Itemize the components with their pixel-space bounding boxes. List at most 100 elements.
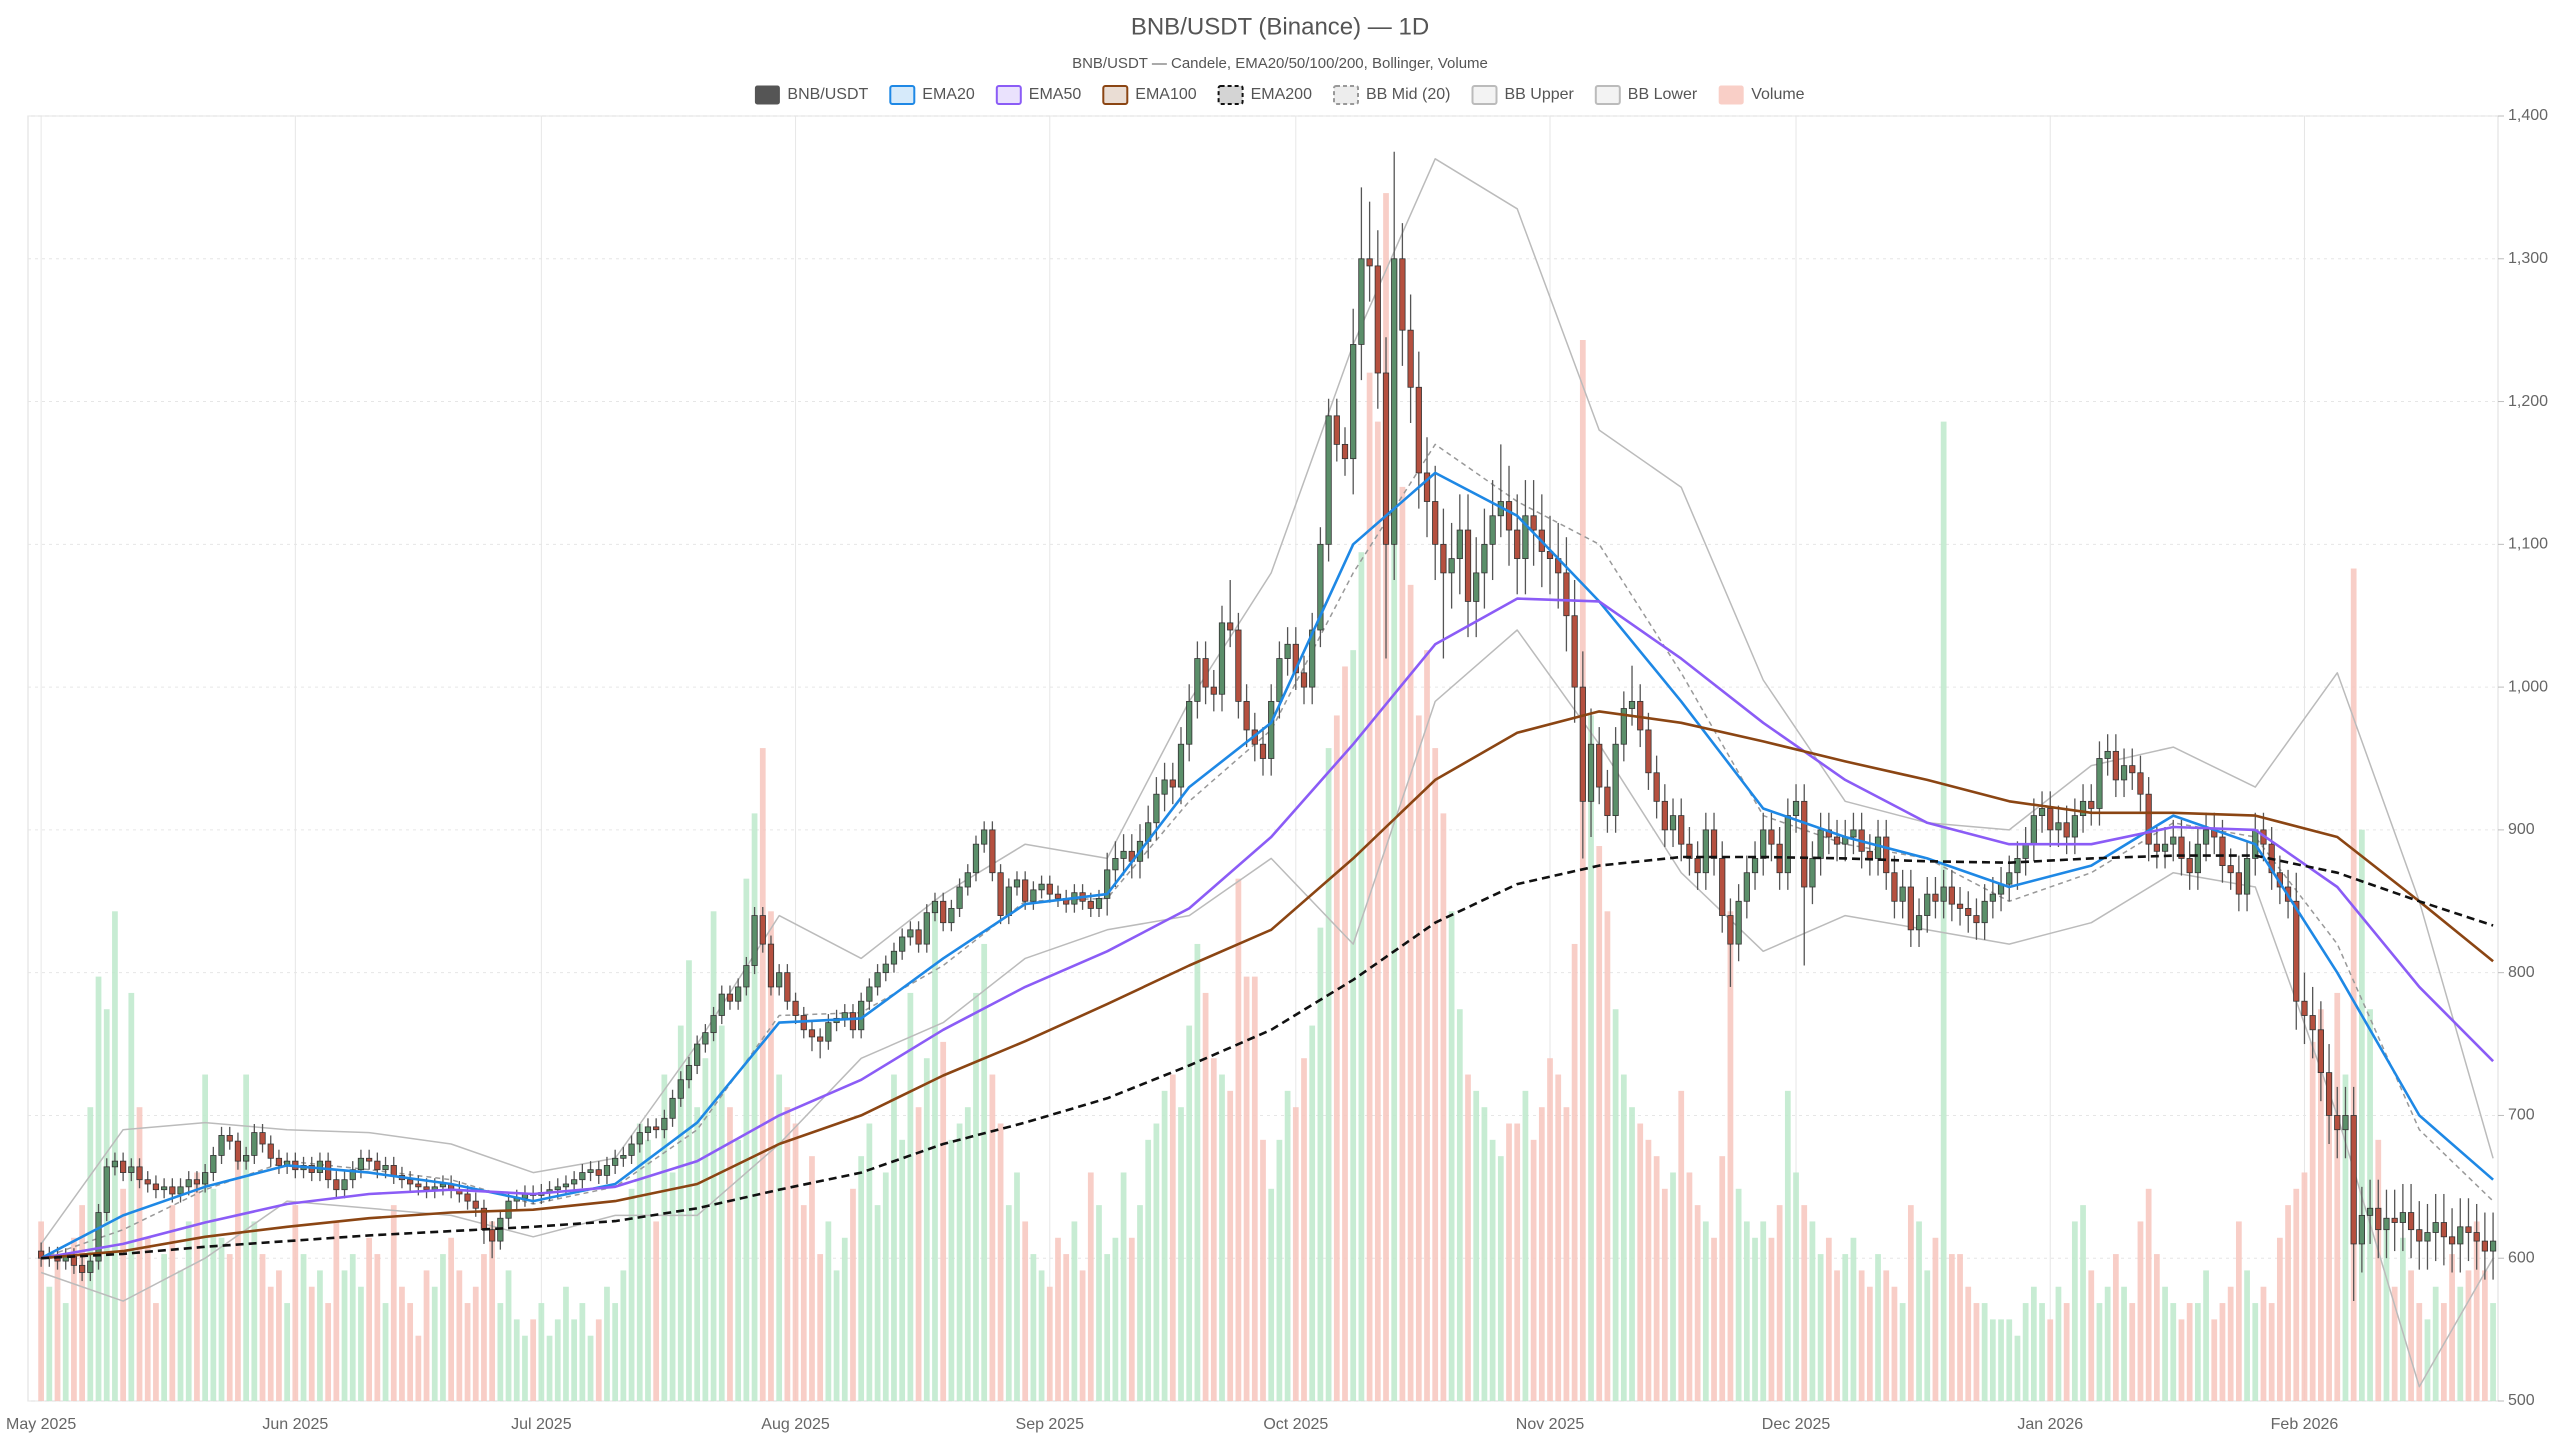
candle-body <box>2194 843 2201 874</box>
candle-body <box>1374 265 1381 374</box>
volume-bar <box>2104 1286 2111 1401</box>
volume-bar <box>2203 1270 2209 1401</box>
legend-label: BNB/USDT <box>787 86 868 103</box>
volume-bar <box>1711 1237 1717 1401</box>
volume-bar <box>2063 1303 2070 1401</box>
volume-bar <box>2375 1139 2382 1401</box>
candle-body <box>2145 793 2152 845</box>
volume-bar <box>259 1254 266 1401</box>
candle-body <box>792 1000 799 1016</box>
candle-body <box>2489 1240 2497 1252</box>
volume-bar <box>1227 1090 1234 1401</box>
candle-body <box>1710 829 1718 859</box>
volume-bar <box>1489 1139 1496 1401</box>
x-tick-label: Jan 2026 <box>2017 1416 2083 1433</box>
volume-bar <box>1891 1286 1898 1401</box>
candle-body <box>464 1193 471 1202</box>
volume-bar <box>1612 1009 1619 1401</box>
volume-bar <box>604 1286 610 1401</box>
volume-bar <box>1350 650 1357 1401</box>
candle-body <box>2063 822 2070 838</box>
volume-bar <box>431 1286 438 1401</box>
candle-body <box>710 1015 717 1034</box>
volume-bar <box>1604 911 1611 1401</box>
volume-bar <box>1210 1058 1217 1401</box>
y-tick-label: 700 <box>2508 1107 2535 1124</box>
volume-bar <box>1661 1188 1668 1401</box>
candle-body <box>2202 829 2210 845</box>
volume-bar <box>1743 1221 1750 1401</box>
volume-bar <box>2022 1303 2029 1401</box>
legend-swatch <box>995 85 1022 105</box>
volume-bar <box>2030 1286 2037 1401</box>
y-tick-label: 1,100 <box>2508 536 2548 553</box>
candle-body <box>1760 829 1767 859</box>
volume-bar <box>292 1205 299 1401</box>
volume-bar <box>1768 1237 1775 1401</box>
candle-body <box>2350 1115 2357 1245</box>
volume-bar <box>1842 1254 1849 1401</box>
volume-bar <box>2432 1286 2439 1401</box>
volume-bar <box>1448 911 1455 1401</box>
volume-bar <box>1301 1058 1307 1401</box>
candle-body <box>202 1172 209 1185</box>
candle-body <box>1432 501 1439 545</box>
candle-body <box>1792 800 1800 817</box>
candle-body <box>1358 258 1365 345</box>
candle-body <box>1751 858 1759 874</box>
volume-bar <box>95 976 102 1401</box>
volume-bar <box>1333 715 1340 1401</box>
volume-bar <box>1809 1221 1816 1401</box>
volume-bar <box>1194 943 1201 1401</box>
candle-body <box>1604 786 1611 817</box>
candle-body <box>1678 815 1685 845</box>
volume-bar <box>1046 1286 1053 1401</box>
volume-bar <box>161 1254 167 1401</box>
volume-bar <box>1383 193 1389 1402</box>
candle-body <box>1505 501 1513 531</box>
volume-bar <box>2473 1221 2480 1401</box>
y-tick-label: 900 <box>2508 821 2535 838</box>
legend-swatch <box>1333 85 1359 105</box>
volume-bar <box>1916 1221 1922 1401</box>
candle-body <box>989 829 996 874</box>
legend-item: BB Lower <box>1594 85 1698 105</box>
volume-bar <box>1219 1074 1225 1401</box>
candle-body <box>177 1186 184 1195</box>
candle-body <box>2243 858 2251 895</box>
volume-bar <box>636 1123 643 1401</box>
volume-bar <box>694 1107 701 1401</box>
candle-body <box>259 1132 266 1145</box>
candle-body <box>1464 529 1472 602</box>
candle-body <box>735 986 742 1002</box>
candle-body <box>70 1256 78 1266</box>
chart-title: BNB/USDT (Binance) — 1D <box>1131 13 1429 40</box>
volume-bar <box>1473 1090 1480 1401</box>
volume-bar <box>612 1303 619 1401</box>
candle-body <box>1727 915 1734 945</box>
volume-bar <box>2006 1319 2013 1401</box>
candle-body <box>267 1143 274 1159</box>
candle-body <box>1743 872 1750 902</box>
legend-swatch <box>1594 85 1621 105</box>
candle-body <box>1005 886 1012 916</box>
volume-bar <box>2071 1221 2078 1401</box>
candle-body <box>2178 836 2185 859</box>
volume-bar <box>1645 1139 1652 1401</box>
candle-body <box>1112 858 1119 871</box>
volume-bar <box>1694 1205 1701 1401</box>
volume-bar <box>727 1107 733 1401</box>
volume-bar <box>1284 1090 1291 1401</box>
candle-body <box>972 843 980 874</box>
volume-bar <box>1055 1237 1061 1401</box>
candle-body <box>1866 850 1873 859</box>
volume-bar <box>882 1172 889 1401</box>
volume-bar <box>1530 1139 1537 1401</box>
volume-bar <box>194 1172 200 1401</box>
candle-body <box>1948 886 1955 905</box>
volume-bar <box>1079 1270 1086 1401</box>
volume-bar <box>1858 1270 1865 1401</box>
candle-body <box>767 943 775 988</box>
volume-bar <box>1276 1139 1283 1401</box>
